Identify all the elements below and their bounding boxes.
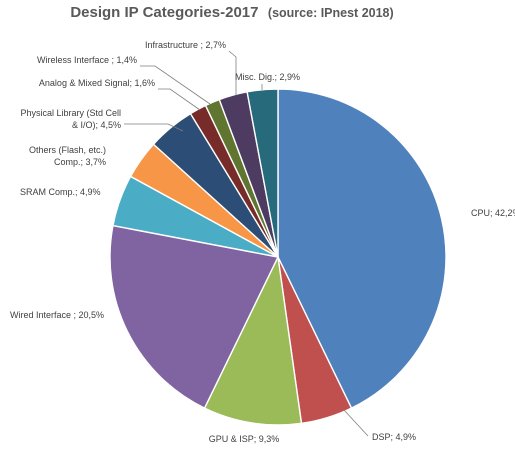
data-label: Infrastructure ; 2,7% [145,40,226,50]
data-label: Wireless Interface ; 1,4% [37,55,137,65]
pie-slice [277,88,447,410]
leader-line [228,50,237,95]
data-label: Misc. Dig.; 2,9% [235,72,300,82]
chart-title: Design IP Categories-2017 (source: IPnes… [70,4,393,21]
data-label: CPU; 42,2% [471,208,515,218]
data-label: Analog & Mixed Signal; 1,6% [39,78,155,88]
pie-slice [203,254,303,426]
data-labels: CPU; 42,2% DSP; 4,9% GPU & ISP; 9,3% Wired … [10,40,515,444]
chart-title-source: (source: IPnest 2018) [268,6,394,20]
data-label: Wired Interface ; 20,5% [10,310,104,320]
pie-slice [109,224,280,410]
chart-title-main: Design IP Categories-2017 [70,4,258,21]
pie-slice [246,88,279,258]
pie-slices [109,88,447,426]
leader-line [343,409,369,437]
leader-line [158,88,201,111]
data-label: Physical Library (Std Cell & I/O); 4,5% [20,108,121,130]
data-label: DSP; 4,9% [372,432,416,442]
label-leader-lines [124,50,369,437]
data-label: GPU & ISP; 9,3% [209,434,280,444]
leader-line [140,65,211,105]
leader-line [124,123,184,132]
data-label: Others (Flash, etc.) Comp.; 3,7% [29,145,106,167]
data-label: SRAM Comp.; 4,9% [20,187,101,197]
